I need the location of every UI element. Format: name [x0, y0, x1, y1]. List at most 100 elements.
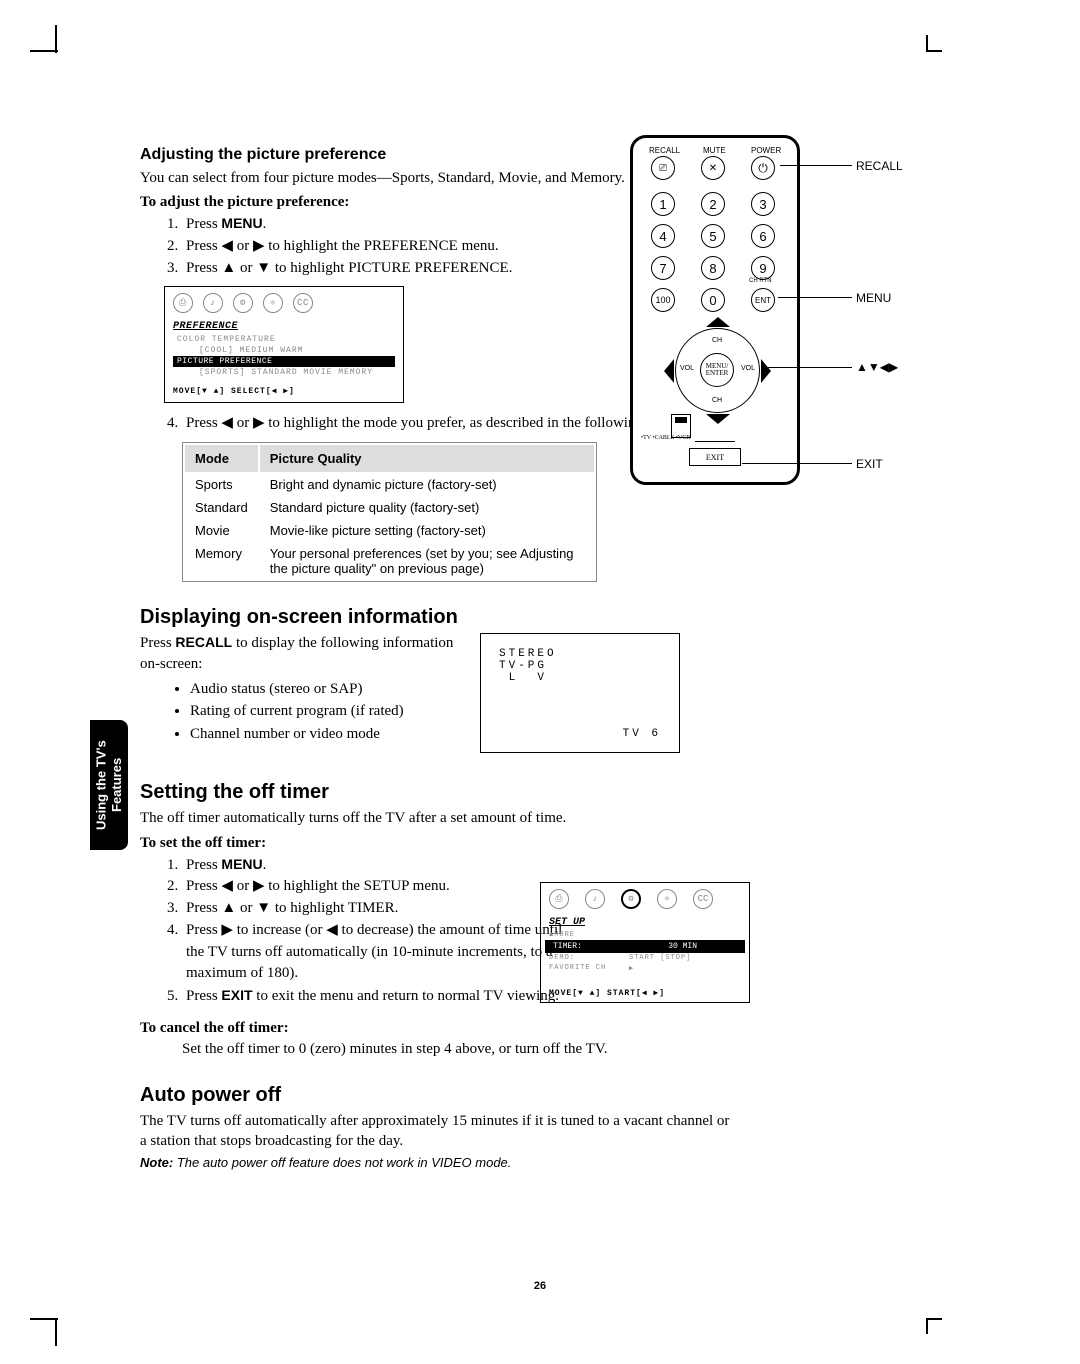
osd-row: FAVORITE CH▶: [541, 963, 749, 974]
callout-line: [778, 297, 852, 298]
cancel-text: Set the off timer to 0 (zero) minutes in…: [182, 1039, 730, 1060]
power-button: ⏻: [751, 156, 775, 180]
ch-up-label: CH: [712, 337, 722, 344]
page-number: 26: [0, 1280, 1080, 1292]
num-8: 8: [701, 256, 725, 280]
auto-body: The TV turns off automatically after app…: [140, 1111, 730, 1152]
table-row: MovieMovie-like picture setting (factory…: [185, 520, 594, 541]
osd-icon: CC: [693, 889, 713, 909]
num-7: 7: [651, 256, 675, 280]
vol-left-label: VOL: [680, 365, 694, 372]
mute-label: MUTE: [703, 146, 726, 155]
osd-row-highlight: PICTURE PREFERENCE: [173, 356, 395, 367]
osd-row: ▲MORE: [541, 930, 749, 940]
info-box: STEREO TV-PG L V TV 6: [480, 633, 680, 753]
recall-button: ⎚: [651, 156, 675, 180]
crop-mark: [55, 1318, 57, 1346]
right-arrow: [761, 359, 771, 383]
ent-button: ENT: [751, 288, 775, 312]
crop-mark: [926, 1318, 942, 1320]
mode-col-header: Mode: [185, 445, 258, 472]
left-arrow: [664, 359, 674, 383]
osd-row-highlight: TIMER:30 MIN: [545, 940, 745, 953]
num-2: 2: [701, 192, 725, 216]
num-9: 9: [751, 256, 775, 280]
osd-row: [COOL] MEDIUM WARM: [169, 345, 399, 356]
callout-recall: RECALL: [856, 159, 903, 173]
osd-header: PREFERENCE: [169, 319, 399, 334]
step-1: Press MENU.: [182, 854, 582, 877]
step-5: Press EXIT to exit the menu and return t…: [182, 985, 582, 1008]
callout-arrows: ▲▼◀▶: [856, 360, 898, 374]
osd-row: COLOR TEMPERATURE: [169, 334, 399, 345]
timer-intro: The off timer automatically turns off th…: [140, 808, 730, 828]
info-line: TV 6: [623, 728, 661, 740]
crop-mark: [30, 1318, 58, 1320]
osd-footer: MOVE[▼ ▲] SELECT[◀ ▶]: [169, 378, 399, 398]
num-5: 5: [701, 224, 725, 248]
crop-mark: [926, 1318, 928, 1334]
osd-icon: ⚙: [233, 293, 253, 313]
down-arrow: [706, 414, 730, 424]
osd-icon: ♪: [585, 889, 605, 909]
num-100: 100: [651, 288, 675, 312]
exit-button: EXIT: [689, 448, 741, 466]
mode-table: Mode Picture Quality SportsBright and dy…: [182, 442, 597, 582]
osd-icon: ⎙: [549, 889, 569, 909]
power-label: POWER: [751, 146, 781, 155]
osd-icon: ⎙: [173, 293, 193, 313]
osd-row: DEMO:START [STOP]: [541, 953, 749, 963]
osd-header: SET UP: [541, 915, 749, 930]
info-line: STEREO: [499, 648, 661, 660]
info-line: TV-PG: [499, 660, 661, 672]
osd-row: [SPORTS] STANDARD MOVIE MEMORY: [169, 367, 399, 378]
table-row: StandardStandard picture quality (factor…: [185, 497, 594, 518]
info-line: L V: [499, 672, 661, 684]
ch-down-label: CH: [712, 397, 722, 404]
up-arrow: [706, 317, 730, 327]
timer-heading: Setting the off timer: [140, 781, 730, 804]
step-3: Press ▲ or ▼ to highlight TIMER.: [182, 898, 582, 920]
switch-line: [695, 441, 735, 442]
remote-diagram: RECALL MUTE POWER ⎚ ✕ ⏻ 1 2 3 4 5 6 7 8 …: [630, 135, 930, 485]
osd-footer: MOVE[▼ ▲] START[◀ ▶]: [541, 974, 749, 1002]
switch-slider: [671, 414, 691, 438]
num-6: 6: [751, 224, 775, 248]
osd-icons-row: ⎙ ♪ ⚙ ⚛ CC: [541, 883, 749, 915]
step-4: Press ▶ to increase (or ◀ to decrease) t…: [182, 920, 582, 985]
osd-setup: ⎙ ♪ ⚙ ⚛ CC SET UP ▲MORE TIMER:30 MIN DEM…: [540, 882, 750, 1003]
recall-label: RECALL: [649, 146, 680, 155]
osd-preference: ⎙ ♪ ⚙ ⚛ CC PREFERENCE COLOR TEMPERATURE …: [164, 286, 404, 403]
callout-line: [780, 165, 852, 166]
step-2: Press ◀ or ▶ to highlight the SETUP menu…: [182, 876, 582, 898]
table-row: MemoryYour personal preferences (set by …: [185, 543, 594, 579]
num-4: 4: [651, 224, 675, 248]
auto-note: Note: The auto power off feature does no…: [140, 1155, 730, 1170]
remote-body: RECALL MUTE POWER ⎚ ✕ ⏻ 1 2 3 4 5 6 7 8 …: [630, 135, 800, 485]
timer-sub: To set the off timer:: [140, 835, 730, 852]
callout-menu: MENU: [856, 291, 891, 305]
cancel-sub: To cancel the off timer:: [140, 1020, 730, 1037]
dpad: MENU/ ENTER CH CH VOL VOL: [675, 328, 760, 413]
num-3: 3: [751, 192, 775, 216]
display-intro: Press RECALL to display the following in…: [140, 633, 460, 674]
auto-heading: Auto power off: [140, 1084, 730, 1107]
num-0: 0: [701, 288, 725, 312]
timer-steps: Press MENU. Press ◀ or ▶ to highlight th…: [182, 854, 582, 1008]
callout-exit: EXIT: [856, 457, 883, 471]
osd-icon: ♪: [203, 293, 223, 313]
osd-icon: ⚛: [657, 889, 677, 909]
num-1: 1: [651, 192, 675, 216]
menu-enter-button: MENU/ ENTER: [700, 353, 734, 387]
vol-right-label: VOL: [741, 365, 755, 372]
mute-button: ✕: [701, 156, 725, 180]
osd-icons-row: ⎙ ♪ ⚙ ⚛ CC: [169, 291, 399, 319]
quality-col-header: Picture Quality: [260, 445, 594, 472]
chrtn-label: CH RTN: [749, 278, 772, 284]
display-heading: Displaying on-screen information: [140, 606, 730, 629]
callout-line: [742, 463, 852, 464]
osd-icon: ⚛: [263, 293, 283, 313]
osd-icon: CC: [293, 293, 313, 313]
osd-icon: ⚙: [621, 889, 641, 909]
callout-line: [768, 367, 852, 368]
